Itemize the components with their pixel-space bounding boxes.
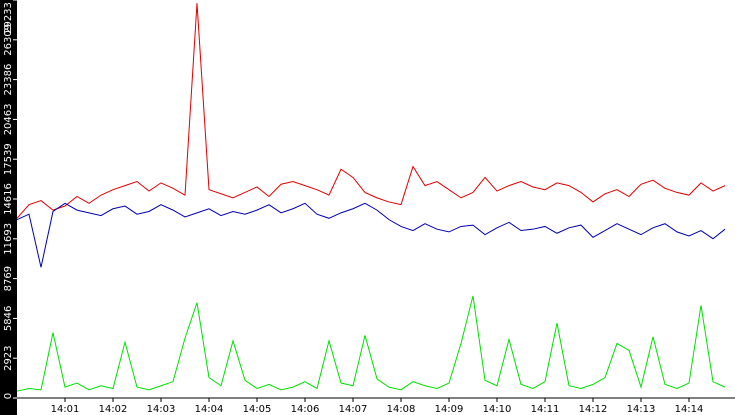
y-tick-label: 23386 <box>3 64 14 96</box>
y-tick-label: 14616 <box>3 183 14 215</box>
x-tick-label: 14:03 <box>147 404 176 415</box>
x-tick-label: 14:11 <box>531 404 560 415</box>
x-tick-label: 14:01 <box>51 404 80 415</box>
y-tick-label: 0 <box>3 393 14 399</box>
x-tick-label: 14:14 <box>675 404 704 415</box>
y-tick-label: 8769 <box>3 266 14 291</box>
series-line <box>16 202 726 268</box>
y-tick-label: 11693 <box>3 223 14 255</box>
y-axis-strip <box>0 0 17 415</box>
y-tick-label: 29233 <box>3 2 14 34</box>
series-line <box>16 3 726 219</box>
y-tick-label: 20463 <box>3 103 14 135</box>
x-tick-label: 14:09 <box>435 404 464 415</box>
x-tick-label: 14:05 <box>243 404 272 415</box>
y-tick-label: 5846 <box>3 306 14 331</box>
x-tick-label: 14:13 <box>627 404 656 415</box>
x-tick-label: 14:04 <box>195 404 224 415</box>
x-tick-label: 14:06 <box>291 404 320 415</box>
y-tick-label: 17539 <box>3 143 14 175</box>
x-tick-label: 14:10 <box>483 404 512 415</box>
series-line <box>16 295 726 392</box>
x-tick-label: 14:07 <box>339 404 368 415</box>
x-tick-label: 14:08 <box>387 404 416 415</box>
y-tick-label: 26309 <box>3 24 14 56</box>
x-tick-label: 14:02 <box>99 404 128 415</box>
x-tick-label: 14:12 <box>579 404 608 415</box>
y-tick-label: 2923 <box>3 345 14 370</box>
